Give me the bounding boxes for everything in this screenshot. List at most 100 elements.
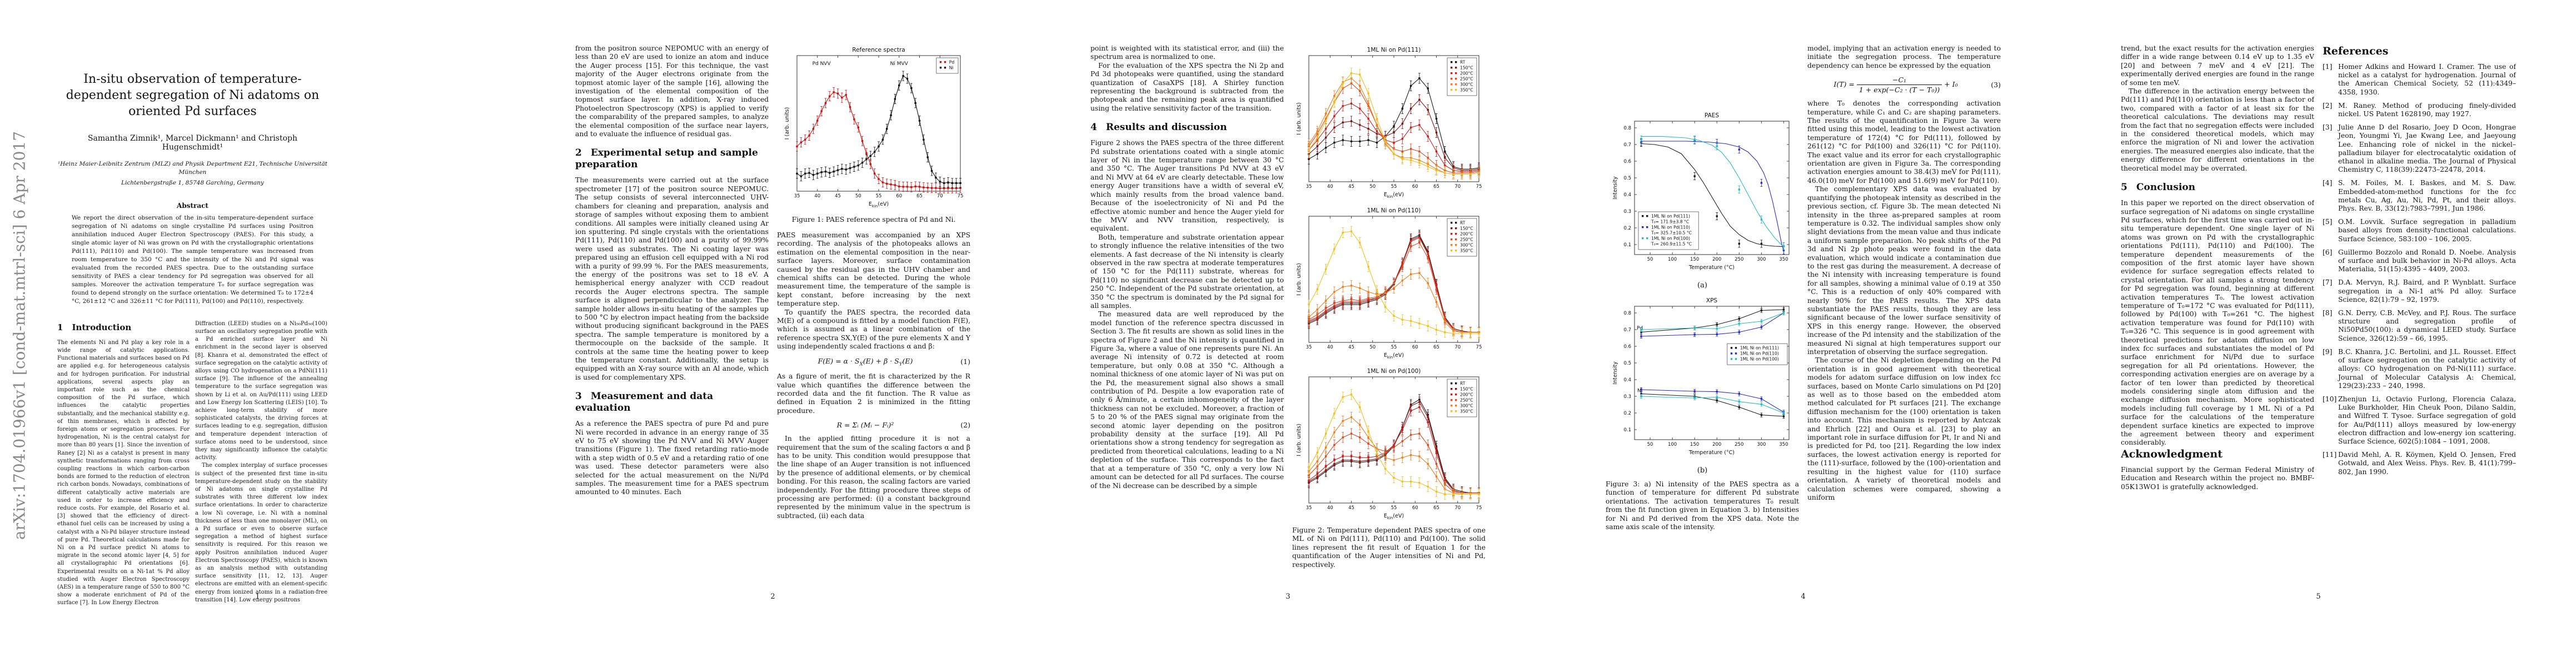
intro-paragraph: Diffraction (LEED) studies on a Ni₅₀Pd₅₀… bbox=[195, 320, 327, 461]
affiliation-line2: Lichtenbergstraße 1, 85748 Garching, Ger… bbox=[121, 179, 264, 186]
svg-text:150°C: 150°C bbox=[1460, 387, 1473, 392]
svg-text:150: 150 bbox=[1690, 257, 1699, 262]
body-paragraph: from the positron source NEPOMUC with an… bbox=[575, 44, 769, 138]
svg-text:50: 50 bbox=[1647, 257, 1653, 262]
svg-text:200°C: 200°C bbox=[1460, 232, 1473, 237]
svg-text:300: 300 bbox=[1757, 442, 1766, 447]
page-number: 2 bbox=[770, 593, 775, 601]
svg-text:T₀= 171.9±3.8 °C: T₀= 171.9±3.8 °C bbox=[1651, 220, 1689, 225]
body-paragraph: To quantify the PAES spectra, the record… bbox=[777, 308, 970, 351]
reference-label: [8] bbox=[2323, 309, 2333, 317]
reference-item: [8] G.N. Derry, C.B. McVey, and P.J. Rous… bbox=[2323, 309, 2516, 343]
arxiv-stamp: arXiv:1704.01966v1 [cond-mat.mtrl-sci] 6… bbox=[10, 131, 29, 540]
page1-left-column: 1 Introduction The elements Ni and Pd pla… bbox=[57, 320, 190, 615]
equation-3: I(T) = −C₁ 1 + exp(−C₂ · (T − T₀)) + I₀ (… bbox=[1807, 76, 2001, 94]
reference-item: [6] Guillermo Bozzolo and Ronald D. Noebe… bbox=[2323, 248, 2516, 274]
svg-text:50: 50 bbox=[1369, 505, 1376, 511]
svg-text:0.1: 0.1 bbox=[1623, 427, 1631, 433]
body-paragraph: point is weighted with its statistical e… bbox=[1090, 44, 1284, 61]
section-1-heading: 1 Introduction bbox=[57, 322, 190, 332]
body-paragraph: Figure 2 shows the PAES spectra of the t… bbox=[1090, 139, 1284, 233]
body-paragraph: model, implying that an activation energ… bbox=[1807, 44, 2001, 69]
svg-text:Temperature (°C): Temperature (°C) bbox=[1688, 265, 1735, 271]
reference-label: [6] bbox=[2323, 248, 2333, 256]
body-paragraph: PAES measurement was accompanied by an X… bbox=[777, 231, 970, 308]
svg-text:1ML Ni on Pd(110): 1ML Ni on Pd(110) bbox=[1740, 351, 1779, 356]
svg-text:1ML Ni on Pd(100): 1ML Ni on Pd(100) bbox=[1740, 357, 1779, 362]
svg-text:T₀= 325.7±10.5 °C: T₀= 325.7±10.5 °C bbox=[1651, 231, 1692, 236]
reference-text: M. Raney. Method of producing finely-div… bbox=[2338, 101, 2516, 118]
svg-text:70: 70 bbox=[1454, 184, 1461, 190]
svg-text:0.4: 0.4 bbox=[1623, 192, 1631, 198]
equation-2-body: R = Σᵢ (Mᵢ − Fᵢ)² bbox=[836, 421, 894, 430]
svg-text:300°C: 300°C bbox=[1460, 243, 1473, 248]
svg-text:35: 35 bbox=[1306, 184, 1312, 190]
section-3-heading: 3 Measurement and data evaluation bbox=[575, 391, 769, 414]
svg-text:0.8: 0.8 bbox=[1623, 311, 1631, 316]
reference-item: [4] S. M. Foiles, M. I. Baskes, and M. S.… bbox=[2323, 179, 2516, 213]
svg-text:T₀= 260.9±11.5 °C: T₀= 260.9±11.5 °C bbox=[1651, 242, 1692, 247]
svg-text:Ekin(eV): Ekin(eV) bbox=[1384, 513, 1404, 520]
svg-text:0.7: 0.7 bbox=[1623, 327, 1631, 333]
svg-text:250: 250 bbox=[1735, 442, 1743, 447]
svg-text:150: 150 bbox=[1690, 442, 1699, 447]
reference-item: [10] Zhenjun Li, Octavio Furlong, Florenc… bbox=[2323, 395, 2516, 446]
svg-text:300: 300 bbox=[1757, 257, 1766, 262]
svg-text:35: 35 bbox=[1306, 505, 1312, 511]
svg-text:40: 40 bbox=[1327, 184, 1333, 190]
page4-right-column: model, implying that an activation energ… bbox=[1807, 44, 2001, 606]
reference-label: [1] bbox=[2323, 63, 2333, 71]
svg-text:PAES: PAES bbox=[1705, 112, 1719, 119]
reference-text: Julie Anne D del Rosario, Joey D Ocon, H… bbox=[2338, 123, 2516, 174]
svg-text:45: 45 bbox=[1348, 184, 1354, 190]
svg-text:65: 65 bbox=[1433, 184, 1439, 190]
page5-left-column: trend, but the exact results for the act… bbox=[2121, 44, 2314, 606]
svg-text:Pd: Pd bbox=[1637, 326, 1643, 331]
reference-label: [10] bbox=[2323, 395, 2337, 403]
svg-text:Ni MVV: Ni MVV bbox=[890, 61, 909, 67]
svg-text:Ekin(eV): Ekin(eV) bbox=[869, 201, 889, 208]
svg-text:50: 50 bbox=[1647, 442, 1653, 447]
section-1-number: 1 bbox=[57, 322, 63, 332]
svg-text:45: 45 bbox=[1348, 505, 1354, 511]
page-number: 3 bbox=[1285, 593, 1291, 601]
figure-2-caption: Figure 2: Temperature dependent PAES spe… bbox=[1292, 526, 1486, 569]
body-paragraph: Both, temperature and substrate orientat… bbox=[1090, 233, 1284, 310]
abstract-heading: Abstract bbox=[177, 201, 208, 210]
body-paragraph: As a reference the PAES spectra of pure … bbox=[575, 420, 769, 496]
figure-3: 50 100 150 200 250 300 350 0.1 0.2 0.3 0.4 0.5 0.6 0.… bbox=[1606, 110, 1799, 475]
equation-2-number: (2) bbox=[960, 421, 970, 430]
svg-text:60: 60 bbox=[1412, 345, 1418, 350]
svg-text:50: 50 bbox=[1369, 345, 1376, 350]
references-list: [1] Homer Adkins and Howard I. Cramer. Th… bbox=[2323, 63, 2516, 476]
reference-label: [7] bbox=[2323, 278, 2333, 287]
paes-spectra-pd100-chart: 35 40 45 50 55 60 65 70 75 1ML Ni on Pd(100) Ekin(… bbox=[1296, 368, 1482, 520]
svg-text:70: 70 bbox=[1454, 505, 1461, 511]
svg-text:0.8: 0.8 bbox=[1623, 126, 1631, 131]
svg-text:55: 55 bbox=[1391, 345, 1397, 350]
svg-text:300°C: 300°C bbox=[1460, 82, 1473, 87]
reference-item: [5] O.M. Lovvik. Surface segregation in p… bbox=[2323, 218, 2516, 243]
section-4-heading: 4 Results and discussion bbox=[1090, 122, 1284, 133]
page-4: 50 100 150 200 250 300 350 0.1 0.2 0.3 0.4 0.5 0.6 0.… bbox=[1546, 0, 2061, 667]
page3-right-column: 35 40 45 50 55 60 65 70 75 1ML Ni on Pd(111) Ekin(… bbox=[1292, 44, 1486, 606]
page2-left-column: from the positron source NEPOMUC with an… bbox=[575, 44, 769, 606]
svg-text:Pd NVV: Pd NVV bbox=[813, 61, 831, 67]
svg-text:75: 75 bbox=[958, 193, 964, 199]
svg-text:250°C: 250°C bbox=[1460, 77, 1473, 82]
paes-intensity-chart: 50 100 150 200 250 300 350 0.1 0.2 0.3 0.4 0.5 0.6 0.… bbox=[1612, 112, 1790, 271]
svg-text:RT: RT bbox=[1460, 381, 1466, 386]
intro-paragraph: The elements Ni and Pd play a key role i… bbox=[57, 339, 190, 606]
svg-text:60: 60 bbox=[1412, 505, 1418, 511]
svg-text:I (arb. units): I (arb. units) bbox=[784, 107, 790, 140]
reference-spectra-chart: 35 40 45 50 55 60 65 70 75 Reference spectra Ekin(… bbox=[784, 47, 964, 208]
body-paragraph: The course of the Ni depletion depending… bbox=[1807, 356, 2001, 501]
svg-text:200°C: 200°C bbox=[1460, 392, 1473, 397]
reference-item: [1] Homer Adkins and Howard I. Cramer. Th… bbox=[2323, 63, 2516, 97]
xps-intensity-chart: 50 100 150 200 250 300 350 0.1 0.2 0.3 0.4 0.5 0.6 0.… bbox=[1612, 297, 1790, 456]
reference-item: [11] David Mehl, A. R. Köymen, Kjeld O. J… bbox=[2323, 451, 2516, 476]
svg-text:I (arb. units): I (arb. units) bbox=[1296, 263, 1302, 295]
svg-text:I (arb. units): I (arb. units) bbox=[1296, 424, 1302, 456]
reference-text: D.A. Mervyn, R.J. Baird, and P. Wynblatt… bbox=[2338, 278, 2516, 303]
